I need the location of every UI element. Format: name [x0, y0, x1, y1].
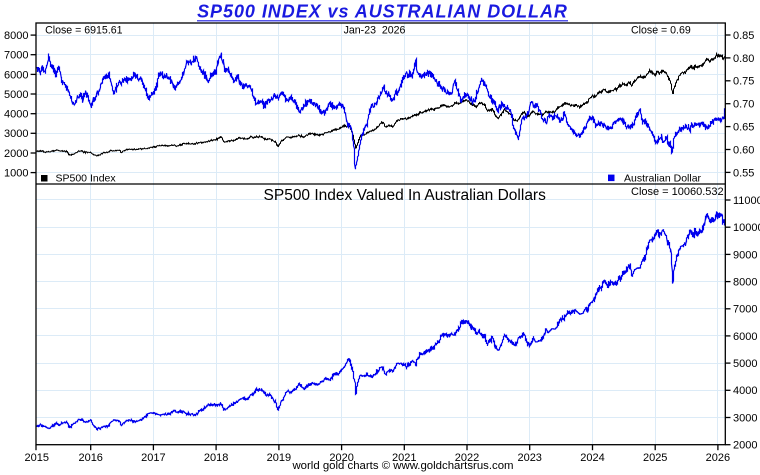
svg-text:0.65: 0.65 — [733, 122, 754, 134]
svg-text:Close = 0.69: Close = 0.69 — [631, 24, 691, 36]
svg-text:7000: 7000 — [733, 304, 757, 316]
svg-text:5000: 5000 — [733, 358, 757, 370]
svg-text:2025: 2025 — [643, 452, 667, 464]
svg-text:0.60: 0.60 — [733, 144, 754, 156]
svg-text:4000: 4000 — [733, 385, 757, 397]
svg-text:8000: 8000 — [733, 277, 757, 289]
svg-text:7000: 7000 — [4, 50, 28, 62]
svg-text:1000: 1000 — [4, 168, 28, 180]
svg-text:10000: 10000 — [733, 222, 760, 234]
svg-text:6000: 6000 — [4, 69, 28, 81]
svg-text:3000: 3000 — [4, 128, 28, 140]
svg-text:2017: 2017 — [141, 452, 165, 464]
svg-text:SP500 Index: SP500 Index — [56, 173, 117, 185]
svg-text:2026: 2026 — [706, 452, 730, 464]
svg-text:2020: 2020 — [329, 452, 353, 464]
svg-text:world gold charts © www.goldch: world gold charts © www.goldchartsrus.co… — [291, 460, 513, 472]
svg-text:2022: 2022 — [455, 452, 479, 464]
svg-text:8000: 8000 — [4, 30, 28, 42]
svg-text:11000: 11000 — [733, 195, 760, 207]
svg-text:3000: 3000 — [733, 412, 757, 424]
svg-text:2023: 2023 — [517, 452, 541, 464]
svg-text:SP500 Index Valued In Australi: SP500 Index Valued In Australian Dollars — [264, 187, 547, 204]
svg-text:2015: 2015 — [25, 452, 49, 464]
svg-text:Close = 10060.532: Close = 10060.532 — [631, 186, 724, 198]
svg-text:5000: 5000 — [4, 89, 28, 101]
svg-text:4000: 4000 — [4, 109, 28, 121]
svg-text:6000: 6000 — [733, 331, 757, 343]
svg-text:2021: 2021 — [392, 452, 416, 464]
svg-text:2000: 2000 — [4, 148, 28, 160]
svg-text:2019: 2019 — [267, 452, 291, 464]
svg-text:2024: 2024 — [580, 452, 604, 464]
svg-text:0.55: 0.55 — [733, 167, 754, 179]
svg-text:0.70: 0.70 — [733, 99, 754, 111]
svg-text:2018: 2018 — [204, 452, 228, 464]
svg-text:2016: 2016 — [78, 452, 102, 464]
svg-text:0.75: 0.75 — [733, 76, 754, 88]
svg-text:SP500 INDEX vs AUSTRALIAN DOLL: SP500 INDEX vs AUSTRALIAN DOLLAR — [197, 2, 568, 22]
svg-text:Close = 6915.61: Close = 6915.61 — [45, 24, 123, 36]
svg-text:2000: 2000 — [733, 440, 757, 452]
svg-text:0.85: 0.85 — [733, 30, 754, 42]
svg-text:9000: 9000 — [733, 249, 757, 261]
svg-text:0.80: 0.80 — [733, 53, 754, 65]
svg-text:Jan-23 2026: Jan-23 2026 — [344, 24, 406, 36]
svg-text:Australian Dollar: Australian Dollar — [624, 172, 702, 184]
